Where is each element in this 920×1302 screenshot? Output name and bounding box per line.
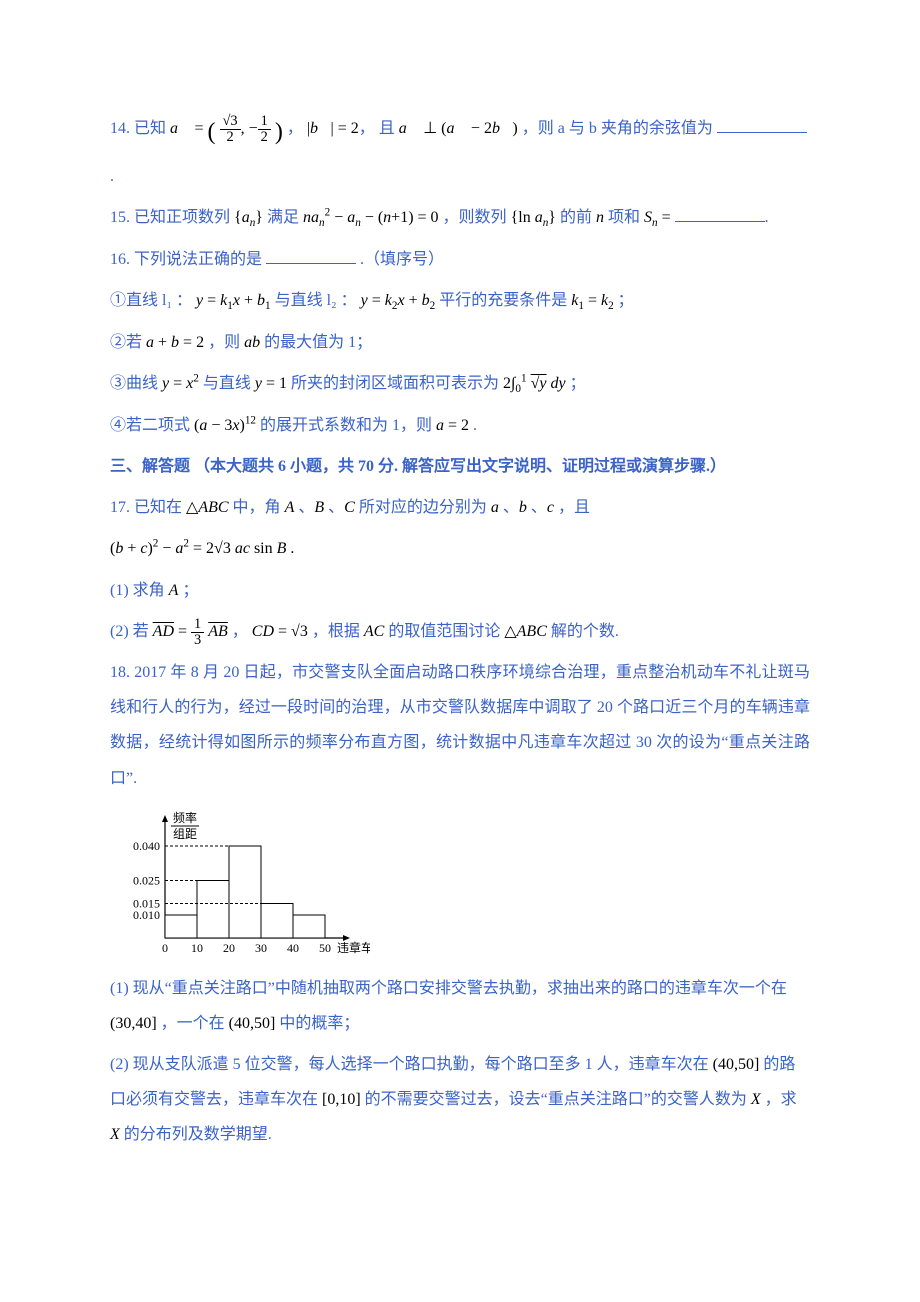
- q17-eqn-math: (b + c)2 − a2 = 2√3 ac sin B .: [110, 540, 294, 557]
- q16-opt4: ④若二项式 (a − 3x)12 的展开式系数和为 1，则 a = 2 .: [110, 408, 810, 443]
- q17-p1: (1) 求角 A ；: [110, 573, 810, 608]
- q16-opt3-curve: y = x2: [162, 375, 199, 392]
- q18-p2-pre: (2) 现从支队派遣 5 位交警，每人选择一个路口执勤，每个路口至多 1 人，违…: [110, 1056, 709, 1073]
- q16-opt3: ③曲线 y = x2 与直线 y = 1 所夹的封闭区域面积可表示为 2∫01 …: [110, 366, 810, 402]
- q17-triangle: △ABC: [186, 499, 229, 516]
- q15: 15. 已知正项数列 {an} 满足 nan2 − an − (n+1) = 0…: [110, 200, 810, 236]
- q16-opt1-pre: ①直线 l₁ ：: [110, 292, 196, 309]
- q14-perp: a⃗ ⊥ (a⃗ − 2b⃗): [399, 120, 518, 137]
- q16-opt2: ②若 a + b = 2 ，则 ab 的最大值为 1；: [110, 325, 810, 360]
- q16-head-line: 16. 下列说法正确的是 .（填序号）: [110, 242, 810, 277]
- svg-text:0: 0: [162, 941, 168, 955]
- q16-opt4-end: .: [473, 417, 477, 434]
- q14-tail: ，则 a 与 b 夹角的余弦值为: [522, 120, 713, 137]
- q15-blank: [675, 207, 765, 222]
- q16-head: 16. 下列说法正确的是: [110, 251, 262, 268]
- q16-opt2-post: 的最大值为 1；: [264, 334, 372, 351]
- q16-opt3-integral: 2∫01 √y dy: [503, 375, 566, 392]
- q16-opt3-text: 所夹的封闭区域面积可表示为: [291, 375, 503, 392]
- q14-prefix: 14. 已知: [110, 120, 166, 137]
- q17-p2-end: 解的个数.: [551, 623, 619, 640]
- svg-text:违章车次: 违章车次: [337, 940, 370, 955]
- exam-page: 14. 已知 a⃗ = ( √32, −12 ) ， |b⃗| = 2， 且 a…: [0, 0, 920, 1219]
- q14-vec-a: a⃗ = ( √32, −12 ): [170, 120, 287, 137]
- q18-p1-pre: (1) 现从“重点关注路口”中随机抽取两个路口安排交警去执勤，求抽出来的路口的违…: [110, 980, 787, 997]
- q18-p2: (2) 现从支队派遣 5 位交警，每人选择一个路口执勤，每个路口至多 1 人，违…: [110, 1047, 810, 1153]
- q16-opt2-ab: ab: [244, 334, 260, 351]
- q15-seq2: {ln an}: [511, 209, 556, 226]
- q17-p2-mid: ，根据 AC 的取值范围讨论: [312, 623, 500, 640]
- q17-line1-mid: 中，角 A 、B 、C 所对应的边分别为 a 、b 、c ，且: [233, 499, 590, 516]
- q16-opt4-mid: 的展开式系数和为 1，则: [260, 417, 436, 434]
- q16-opt2-eqn: a + b = 2: [146, 334, 204, 351]
- q16-opt2-mid: ，则: [208, 334, 244, 351]
- q16-opt2-pre: ②若: [110, 334, 146, 351]
- svg-text:0.040: 0.040: [133, 839, 160, 853]
- svg-text:30: 30: [255, 941, 267, 955]
- q16-opt1-cond: k1 = k2: [571, 292, 613, 309]
- svg-text:50: 50: [319, 941, 331, 955]
- q17-p1-text: (1) 求角 A ；: [110, 582, 198, 599]
- svg-text:40: 40: [287, 941, 299, 955]
- q16-opt1-end: ；: [618, 292, 634, 309]
- q18-histogram: 频率组距0.0100.0150.0250.04001020304050违章车次: [110, 808, 370, 963]
- q16-opt1-l1: y = k1x + b1: [196, 292, 271, 309]
- q16-opt1: ①直线 l₁ ： y = k1x + b1 与直线 l₂ ： y = k2x +…: [110, 283, 810, 319]
- q16-opt3-line: y = 1: [255, 375, 287, 392]
- q17-p2-tri: △ABC: [504, 623, 547, 640]
- q16-opt1-post: 平行的充要条件是: [439, 292, 571, 309]
- q18-para: 18. 2017 年 8 月 20 日起，市交警支队全面启动路口秩序环境综合治理…: [110, 655, 810, 796]
- q16-opt3-pre: ③曲线: [110, 375, 162, 392]
- q16-opt4-res: a = 2: [436, 417, 469, 434]
- svg-text:频率: 频率: [173, 810, 197, 825]
- svg-text:20: 20: [223, 941, 235, 955]
- q15-prefix: 15. 已知正项数列: [110, 209, 230, 226]
- q17-p2-cd: CD = √3: [252, 623, 308, 640]
- svg-text:组距: 组距: [173, 827, 197, 841]
- q16-opt1-l2: y = k2x + b2: [361, 292, 436, 309]
- q16-opt4-pre: ④若二项式: [110, 417, 194, 434]
- q14-b-mag: |b⃗| = 2: [307, 120, 359, 137]
- q15-mid2: ，则数列: [443, 209, 507, 226]
- q18-p2-int2: [0,10]: [322, 1091, 361, 1108]
- q16-opt1-mid: 与直线 l₂ ：: [275, 292, 361, 309]
- q16-opt3-end: ；: [570, 375, 586, 392]
- q14-blank: [717, 118, 807, 133]
- q15-tail: 的前 n 项和 Sn =: [560, 209, 671, 226]
- svg-text:0.025: 0.025: [133, 873, 160, 887]
- svg-text:10: 10: [191, 941, 203, 955]
- q16-blank: [266, 248, 356, 263]
- q18-p1-mid: ，一个在: [161, 1015, 225, 1032]
- q15-mid: 满足: [267, 209, 303, 226]
- q14: 14. 已知 a⃗ = ( √32, −12 ) ， |b⃗| = 2， 且 a…: [110, 106, 810, 194]
- q16-opt4-expr: (a − 3x)12: [194, 417, 256, 434]
- q17-line1: 17. 已知在 △ABC 中，角 A 、B 、C 所对应的边分别为 a 、b 、…: [110, 490, 810, 525]
- q17-p2-pre: (2) 若: [110, 623, 153, 640]
- q15-eqn: nan2 − an − (n+1) = 0: [303, 209, 439, 226]
- q18-p1-int1: (30,40]: [110, 1015, 157, 1032]
- q16-opt3-mid: 与直线: [203, 375, 255, 392]
- q18-p1-int2: (40,50]: [229, 1015, 276, 1032]
- q18-p1: (1) 现从“重点关注路口”中随机抽取两个路口安排交警去执勤，求抽出来的路口的违…: [110, 971, 810, 1041]
- q17-eqn: (b + c)2 − a2 = 2√3 ac sin B .: [110, 531, 810, 566]
- q15-seq: {an}: [234, 209, 263, 226]
- q16-tail: .（填序号）: [360, 251, 444, 268]
- section-3-header: 三、解答题 （本大题共 6 小题，共 70 分. 解答应写出文字说明、证明过程或…: [110, 449, 810, 484]
- svg-text:0.015: 0.015: [133, 896, 160, 910]
- q17-p2-ad: AD = 13 AB: [153, 623, 228, 640]
- q17-line1-pre: 17. 已知在: [110, 499, 182, 516]
- q17-p2: (2) 若 AD = 13 AB ， CD = √3 ，根据 AC 的取值范围讨…: [110, 614, 810, 649]
- q18-p1-end: 中的概率；: [279, 1015, 359, 1032]
- q18-p2-int1: (40,50]: [713, 1056, 760, 1073]
